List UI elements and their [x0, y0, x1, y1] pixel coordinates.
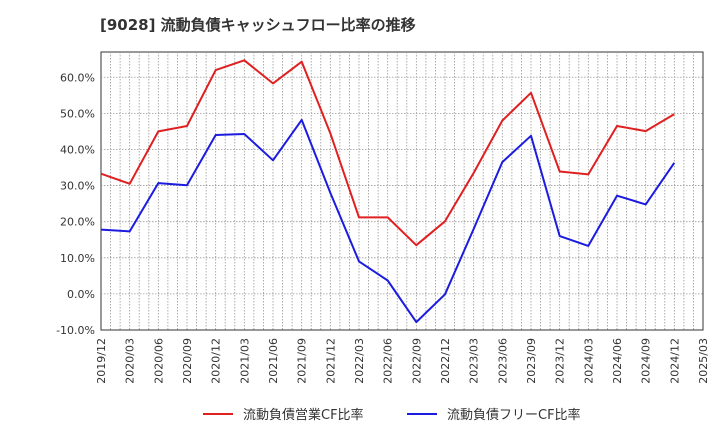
x-tick-label: 2022/03 — [353, 338, 366, 384]
x-tick-label: 2023/06 — [496, 338, 509, 384]
y-tick-label: 0.0% — [67, 288, 95, 301]
legend: 流動負債営業CF比率 流動負債フリーCF比率 — [203, 407, 581, 423]
x-tick-label: 2021/12 — [324, 338, 337, 384]
x-tick-label: 2019/12 — [95, 338, 108, 384]
series-line-1 — [100, 59, 675, 247]
x-tick-label: 2022/12 — [439, 338, 452, 384]
x-tick-label: 2020/12 — [210, 338, 223, 384]
axes: -10.0% 0.0% 10.0% 20.0% 30.0% 40.0% 50.0% 60.0%… — [56, 71, 710, 383]
y-tick-label: 40.0% — [60, 143, 95, 156]
x-tick-label: 2022/06 — [382, 338, 395, 384]
x-tick-label: 2024/12 — [668, 338, 681, 384]
x-tick-label: 2020/03 — [124, 338, 137, 384]
x-tick-label: 2024/06 — [611, 338, 624, 384]
x-tick-label: 2023/12 — [554, 338, 567, 384]
x-tick-label: 2025/03 — [697, 338, 710, 384]
y-tick-label: 50.0% — [60, 107, 95, 120]
x-tick-label: 2024/09 — [640, 338, 653, 384]
x-tick-label: 2020/06 — [152, 338, 165, 384]
plot-area — [100, 51, 704, 331]
y-tick-label: 30.0% — [60, 180, 95, 193]
grid — [100, 51, 704, 331]
series-lines — [100, 59, 676, 324]
x-tick-label: 2021/03 — [238, 338, 251, 384]
x-tick-label: 2023/03 — [468, 338, 481, 384]
chart-title: [9028] 流動負債キャッシュフロー比率の推移 — [100, 16, 416, 34]
y-tick-label: -10.0% — [56, 324, 95, 337]
legend-label-2: 流動負債フリーCF比率 — [447, 407, 581, 423]
y-tick-label: 60.0% — [60, 71, 95, 84]
x-tick-label: 2020/09 — [181, 338, 194, 384]
x-tick-label: 2023/09 — [525, 338, 538, 384]
y-tick-label: 10.0% — [60, 252, 95, 265]
x-tick-label: 2022/09 — [410, 338, 423, 384]
y-tick-label: 20.0% — [60, 216, 95, 229]
legend-label-1: 流動負債営業CF比率 — [243, 407, 364, 423]
x-tick-label: 2024/03 — [582, 338, 595, 384]
x-tick-label: 2021/06 — [267, 338, 280, 384]
series-line-2 — [100, 118, 676, 324]
x-tick-label: 2021/09 — [296, 338, 309, 384]
